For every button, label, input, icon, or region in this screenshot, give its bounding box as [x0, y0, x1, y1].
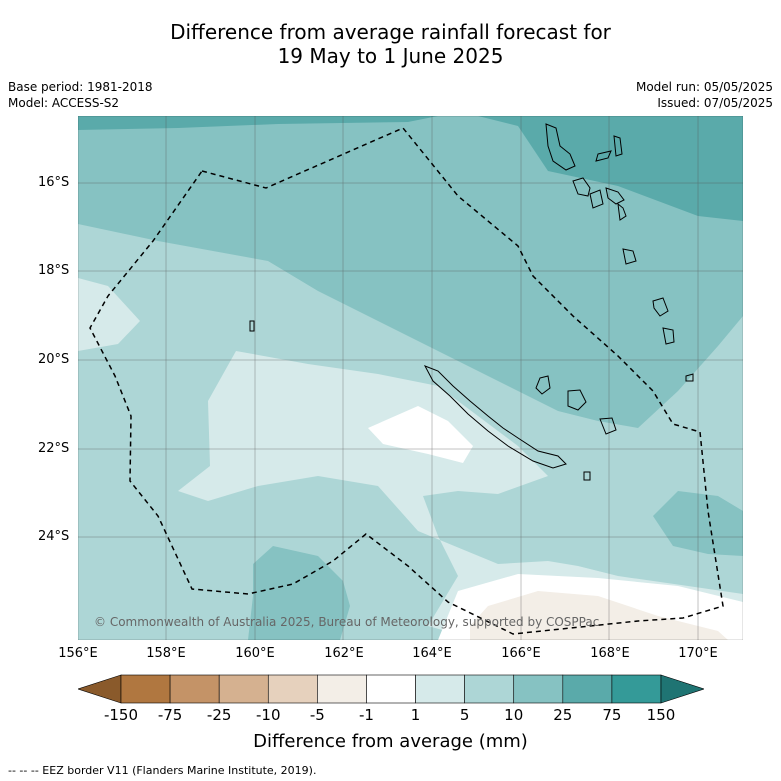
colorbar-tick-label: 75 — [602, 706, 622, 724]
lon-label-168e: 168°E — [590, 646, 630, 661]
colorbar-tick-label: 25 — [553, 706, 573, 724]
colorbar-swatch — [611, 674, 662, 704]
colorbar-swatch — [218, 674, 269, 704]
colorbar-tick-label: -5 — [309, 706, 325, 724]
lon-label-164e: 164°E — [412, 646, 452, 661]
rainfall-map: © Commonwealth of Australia 2025, Bureau… — [78, 116, 743, 640]
colorbar-swatch — [513, 674, 564, 704]
lat-label-22s: 22°S — [38, 441, 70, 456]
base-period: Base period: 1981-2018 — [8, 80, 153, 94]
band-10-25-south — [248, 546, 350, 640]
eez-legend-note: -- -- -- EEZ border V11 (Flanders Marine… — [8, 764, 317, 777]
colorbar-arrow-low — [78, 674, 122, 704]
colorbar-tick-label: -75 — [157, 706, 183, 724]
colorbar-tick-label: -1 — [358, 706, 374, 724]
lon-label-158e: 158°E — [146, 646, 186, 661]
colorbar-swatch — [169, 674, 220, 704]
colorbar-swatch — [120, 674, 171, 704]
colorbar-tick-label: -25 — [206, 706, 232, 724]
map-title-line1: Difference from average rainfall forecas… — [170, 20, 611, 44]
colorbar-swatch — [317, 674, 367, 704]
colorbar-swatch — [415, 674, 465, 704]
band-1-5 — [178, 351, 743, 640]
colorbar-arrow-high — [660, 674, 704, 704]
graticule — [78, 116, 743, 640]
band-minus5-minus1 — [470, 591, 728, 640]
colorbar-tick-label: -150 — [103, 706, 139, 724]
band-25-75 — [438, 116, 743, 221]
colorbar-swatch — [366, 674, 416, 704]
lon-label-162e: 162°E — [324, 646, 364, 661]
model-run: Model run: 05/05/2025 — [635, 80, 773, 94]
colorbar-tick-label: 150 — [646, 706, 676, 724]
colorbar-tick-label: 5 — [459, 706, 470, 724]
model-name: Model: ACCESS-S2 — [8, 96, 120, 110]
colorbar-tick-label: 10 — [504, 706, 524, 724]
colorbar-tick-label: -10 — [256, 706, 281, 724]
map-title-line2: 19 May to 1 June 2025 — [277, 44, 504, 68]
lat-label-18s: 18°S — [38, 263, 70, 278]
copyright-notice: © Commonwealth of Australia 2025, Bureau… — [94, 615, 599, 629]
band-25-75-top — [78, 116, 438, 130]
colorbar-tick-label: 1 — [410, 706, 421, 724]
colorbar-swatch — [464, 674, 515, 704]
lat-label-24s: 24°S — [38, 529, 70, 544]
new-caledonia-island — [423, 365, 567, 469]
colorbar-swatches — [120, 674, 662, 704]
vanuatu-islands — [545, 123, 694, 382]
lon-label-170e: 170°E — [678, 646, 718, 661]
lat-label-20s: 20°S — [38, 352, 70, 367]
colorbar-swatch — [562, 674, 613, 704]
lon-label-166e: 166°E — [501, 646, 541, 661]
lat-label-16s: 16°S — [38, 175, 70, 190]
issued-date: Issued: 07/05/2025 — [657, 96, 773, 110]
loyalty-islands — [249, 320, 617, 481]
band-1-5-west — [78, 278, 140, 351]
colorbar — [78, 674, 704, 704]
lon-label-160e: 160°E — [235, 646, 275, 661]
colorbar-title: Difference from average (mm) — [253, 731, 528, 752]
eez-border — [89, 127, 724, 635]
colorbar-swatch — [267, 674, 318, 704]
lon-label-156e: 156°E — [58, 646, 98, 661]
